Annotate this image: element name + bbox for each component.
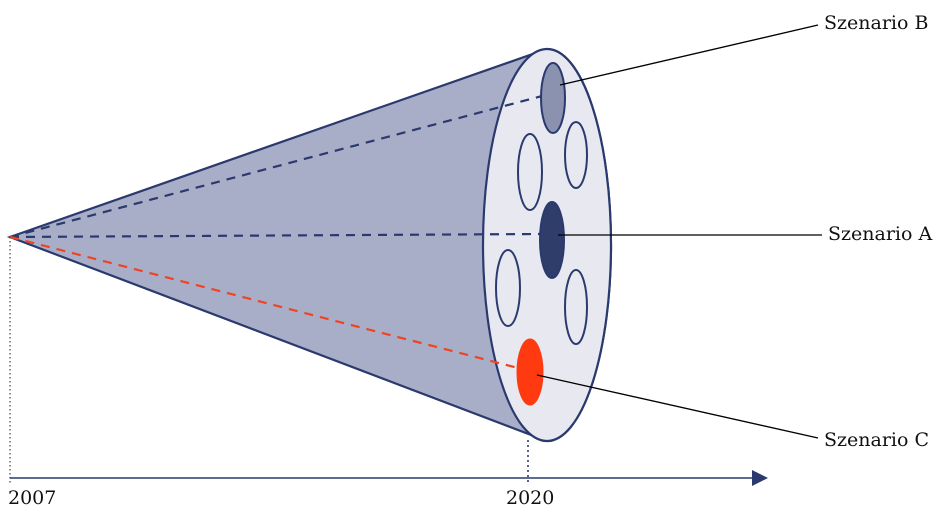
scenario-c-marker: [516, 338, 544, 406]
scenario-c-label: Szenario C: [824, 429, 929, 451]
scenario-a-marker: [539, 201, 565, 279]
time-axis-arrowhead: [752, 470, 768, 486]
scenario-outline-1: [517, 133, 543, 211]
projection-line-b: [9, 94, 543, 239]
scenario-b-marker: [540, 62, 566, 134]
projection-line-c: [9, 235, 519, 370]
leader-line-b: [559, 24, 819, 86]
scenario-a-label: Szenario A: [828, 223, 932, 245]
scenario-outline-2: [564, 121, 588, 189]
scenario-outline-3: [495, 249, 521, 327]
leader-line-c: [536, 374, 819, 439]
projection-line-a: [9, 232, 541, 239]
scenario-outline-4: [564, 269, 588, 345]
year-start-label: 2007: [8, 487, 56, 509]
year-end-label: 2020: [506, 487, 554, 509]
scenario-b-label: Szenario B: [824, 12, 928, 34]
